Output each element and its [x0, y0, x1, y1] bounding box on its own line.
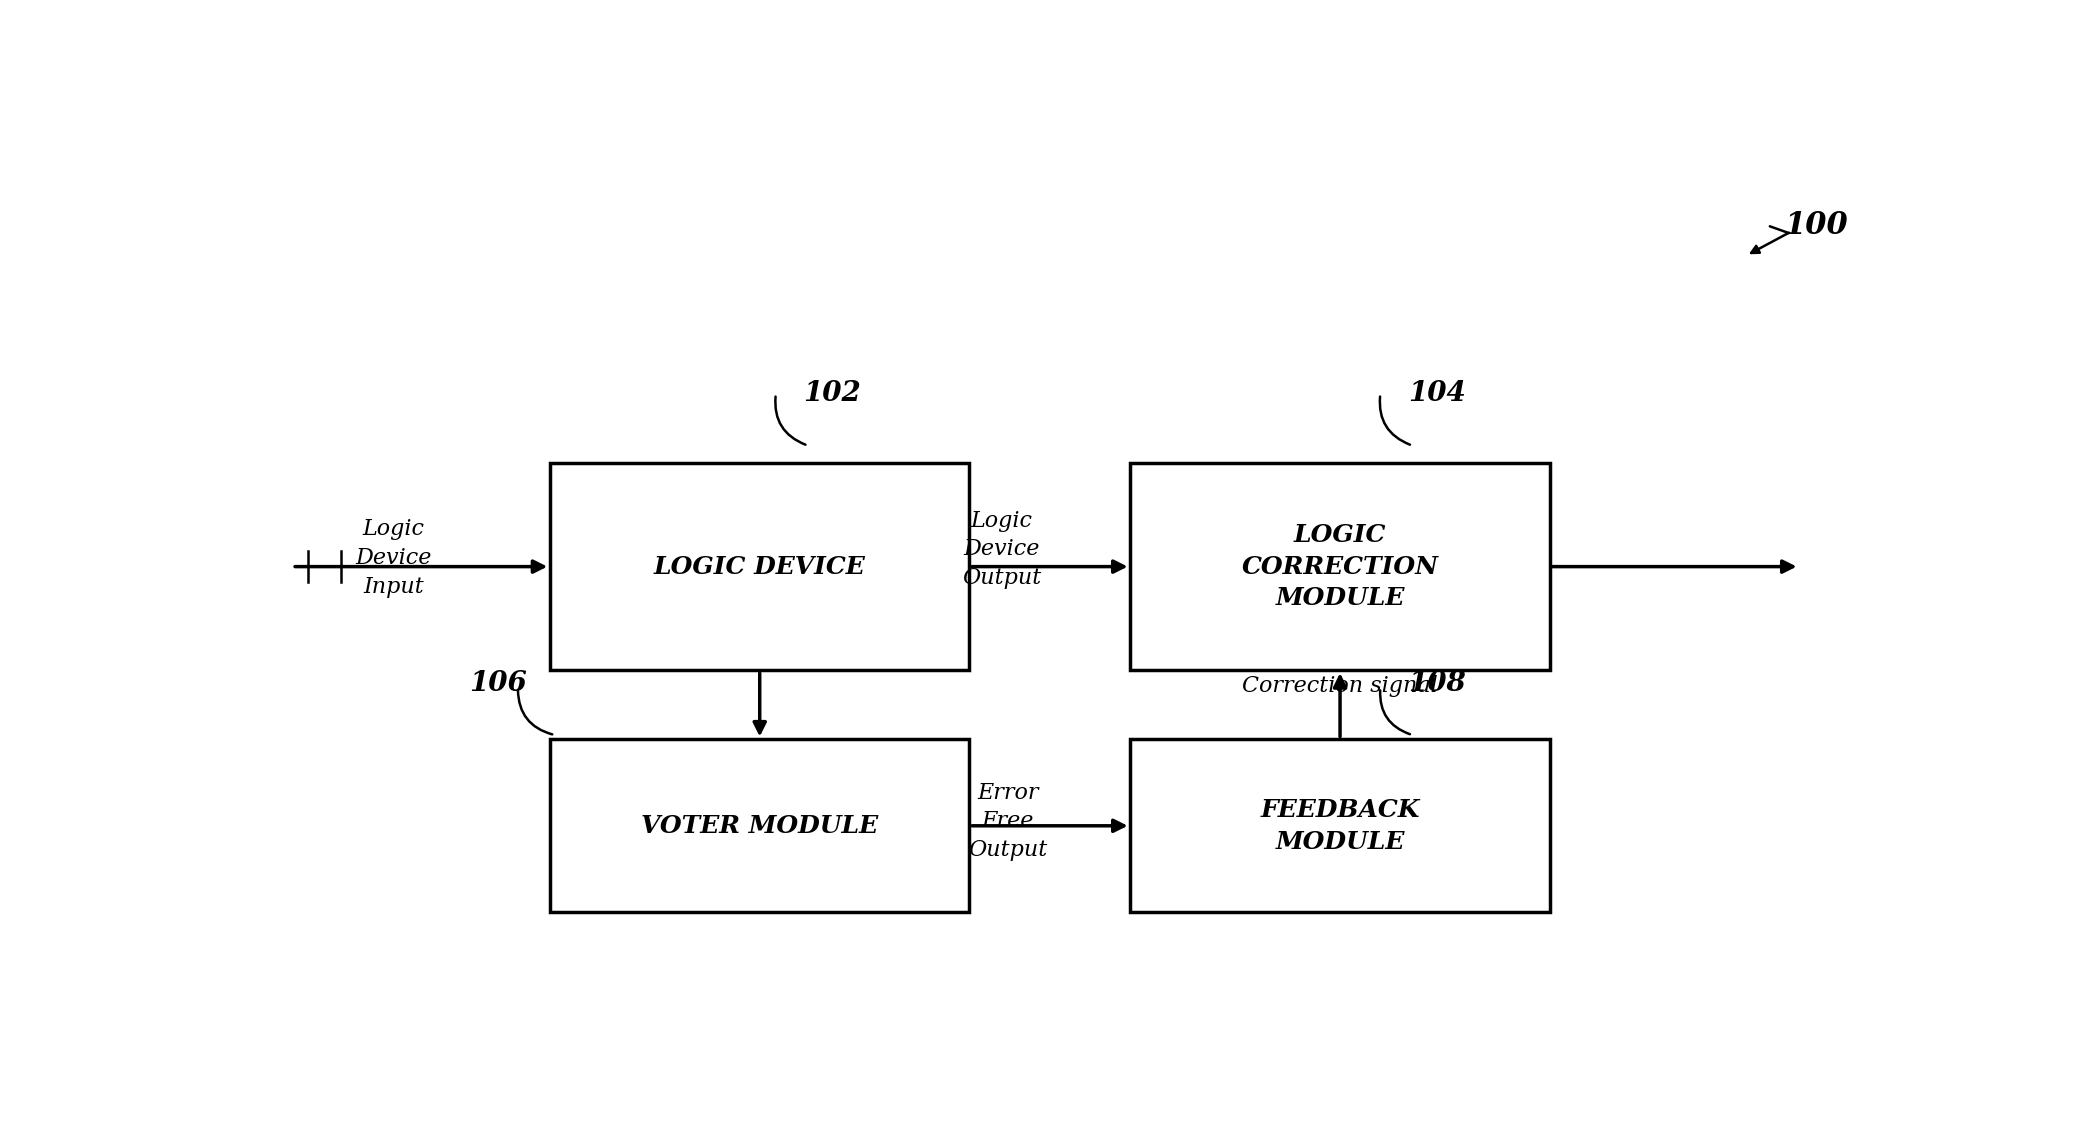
- Text: LOGIC DEVICE: LOGIC DEVICE: [653, 554, 865, 579]
- Bar: [1132, 463, 1550, 670]
- Text: FEEDBACK
MODULE: FEEDBACK MODULE: [1260, 798, 1421, 854]
- Text: Logic
Device
Output: Logic Device Output: [961, 509, 1042, 589]
- Text: 100: 100: [1785, 210, 1847, 241]
- Text: 104: 104: [1408, 380, 1466, 407]
- Text: 108: 108: [1408, 670, 1466, 697]
- Text: 102: 102: [803, 380, 861, 407]
- Bar: [549, 463, 969, 670]
- Bar: [549, 739, 969, 912]
- Text: LOGIC
CORRECTION
MODULE: LOGIC CORRECTION MODULE: [1242, 523, 1439, 610]
- Text: VOTER MODULE: VOTER MODULE: [641, 813, 878, 838]
- Text: Correction signal: Correction signal: [1242, 674, 1437, 697]
- Text: Error
Free
Output: Error Free Output: [969, 782, 1048, 862]
- Text: Logic
Device
Input: Logic Device Input: [356, 518, 433, 598]
- Text: 106: 106: [470, 670, 528, 697]
- Bar: [1132, 739, 1550, 912]
